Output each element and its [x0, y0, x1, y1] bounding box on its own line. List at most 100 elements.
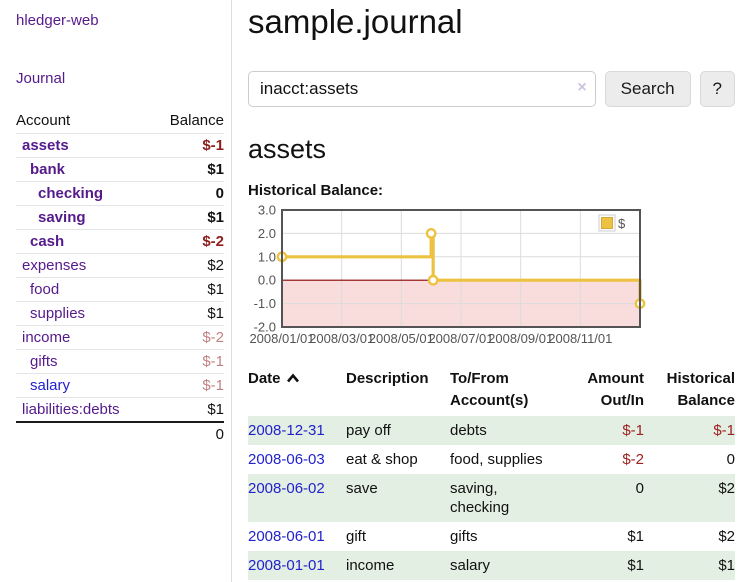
register-column-header: Amount Out/In	[587, 370, 644, 409]
transaction-date-link[interactable]: 2008-06-02	[248, 480, 325, 497]
account-link[interactable]: salary	[30, 377, 71, 394]
transaction-amount: $-1	[622, 422, 644, 439]
account-row: checking 0	[16, 181, 224, 206]
transaction-description: save	[346, 480, 378, 497]
transaction-amount: $-2	[622, 451, 644, 468]
svg-text:2008/09/01: 2008/09/01	[488, 331, 553, 346]
accounts-col-account: Account	[16, 112, 71, 129]
account-link[interactable]: saving	[38, 209, 86, 226]
register-column-header[interactable]: Date	[248, 364, 346, 416]
account-row: food $1	[16, 277, 224, 302]
account-link[interactable]: assets	[22, 137, 69, 154]
chart-svg: $3.0 2.0 1.0 0.0 -1.0 -2.02008/01/012008/03/0…	[249, 203, 646, 346]
historical-balance-chart: $3.0 2.0 1.0 0.0 -1.0 -2.0 2008/01/01 2008/03/0…	[248, 203, 735, 353]
register-column-header: Description	[346, 370, 429, 387]
svg-text:-2.0: -2.0	[254, 320, 276, 335]
transaction-date-link[interactable]: 2008-12-31	[248, 422, 325, 439]
brand-link[interactable]: hledger-web	[16, 12, 99, 29]
transaction-accounts: salary	[450, 557, 491, 574]
transaction-description: gift	[346, 528, 367, 545]
account-row: gifts $-1	[16, 349, 224, 374]
account-row: cash $-2	[16, 229, 224, 254]
account-row: income $-2	[16, 325, 224, 350]
account-balance: 0	[215, 185, 224, 202]
transaction-balance: $2	[718, 528, 735, 545]
chart-title: Historical Balance:	[248, 182, 384, 199]
transaction-description: income	[346, 557, 395, 574]
account-link[interactable]: cash	[30, 233, 65, 250]
transaction-accounts: saving, checking	[450, 480, 510, 516]
svg-text:-1.0: -1.0	[254, 296, 276, 311]
svg-text:2008/07/01: 2008/07/01	[428, 331, 493, 346]
transaction-row: 2008-01-01 income salary $1 $1	[248, 551, 735, 580]
register-header-row: Date Description To/From Account(s) Amount …	[248, 364, 735, 416]
account-balance: $2	[207, 257, 224, 274]
transaction-date-link[interactable]: 2008-01-01	[248, 557, 325, 574]
transaction-balance: $1	[718, 557, 735, 574]
account-balance: $1	[207, 161, 224, 178]
sidebar: hledger-web Journal Account Balance asse…	[0, 0, 232, 582]
transaction-date-link[interactable]: 2008-06-03	[248, 451, 325, 468]
account-link[interactable]: checking	[38, 185, 104, 202]
accounts-total-row: 0	[16, 422, 224, 446]
account-link[interactable]: income	[22, 329, 71, 346]
account-link[interactable]: gifts	[30, 353, 58, 370]
account-balance: $1	[207, 305, 224, 322]
search-form: × Search ?	[248, 71, 735, 107]
help-button[interactable]: ?	[699, 71, 735, 107]
transaction-balance: $-1	[713, 422, 735, 439]
sidebar-item-journal[interactable]: Journal	[16, 70, 66, 87]
search-button[interactable]: Search	[604, 71, 691, 107]
transaction-balance: 0	[726, 451, 735, 468]
svg-text:2008/03/01: 2008/03/01	[309, 331, 374, 346]
account-link[interactable]: food	[30, 281, 60, 298]
svg-text:$: $	[618, 216, 626, 231]
account-balance: $1	[207, 401, 224, 418]
account-link[interactable]: bank	[30, 161, 66, 178]
account-balance: $-2	[202, 233, 224, 250]
transaction-description: pay off	[346, 422, 391, 439]
chart-legend: $	[598, 214, 626, 232]
account-link[interactable]: expenses	[22, 257, 87, 274]
accounts-table: Account Balance assets $-1 bank $1 checking 0…	[16, 109, 224, 446]
accounts-col-balance: Balance	[169, 112, 224, 129]
main-content: sample.journal × Search ? assets Histori…	[248, 0, 735, 580]
accounts-total-value: 0	[215, 426, 224, 443]
svg-text:0.0: 0.0	[258, 273, 276, 288]
transaction-amount: $1	[627, 557, 644, 574]
transaction-description: eat & shop	[346, 451, 418, 468]
account-row: salary $-1	[16, 373, 224, 398]
account-balance: $-1	[202, 353, 224, 370]
svg-text:2008/01/01: 2008/01/01	[249, 331, 314, 346]
transaction-balance: $2	[718, 480, 735, 497]
svg-text:1.0: 1.0	[258, 249, 276, 264]
svg-text:3.0: 3.0	[258, 204, 276, 218]
account-row: liabilities:debts $1	[16, 397, 224, 423]
sort-ascending-icon	[286, 373, 299, 383]
account-row: supplies $1	[16, 301, 224, 326]
transaction-date-link[interactable]: 2008-06-01	[248, 528, 325, 545]
svg-text:2008/05/01: 2008/05/01	[369, 331, 434, 346]
register-column-header: Historical Balance	[666, 370, 735, 409]
transaction-accounts: debts	[450, 422, 487, 439]
account-link[interactable]: supplies	[30, 305, 86, 322]
account-row: bank $1	[16, 157, 224, 182]
account-title: assets	[248, 134, 327, 164]
transaction-row: 2008-06-03 eat & shop food, supplies $-2 0	[248, 445, 735, 474]
page-title: sample.journal	[248, 3, 463, 40]
accounts-header-row: Account Balance	[16, 109, 224, 134]
account-row: expenses $2	[16, 253, 224, 278]
transaction-amount: 0	[635, 480, 644, 497]
svg-text:2008/11/01: 2008/11/01	[548, 331, 612, 346]
clear-search-icon[interactable]: ×	[577, 79, 587, 96]
transaction-row: 2008-06-02 save saving, checking 0 $2	[248, 474, 735, 522]
account-balance: $1	[207, 281, 224, 298]
register-column-header: To/From Account(s)	[450, 370, 529, 409]
search-input[interactable]	[248, 71, 596, 107]
account-row: saving $1	[16, 205, 224, 230]
account-balance: $-1	[202, 377, 224, 394]
account-link[interactable]: liabilities:debts	[22, 401, 120, 418]
svg-text:2.0: 2.0	[258, 226, 276, 241]
account-row: assets $-1	[16, 133, 224, 158]
